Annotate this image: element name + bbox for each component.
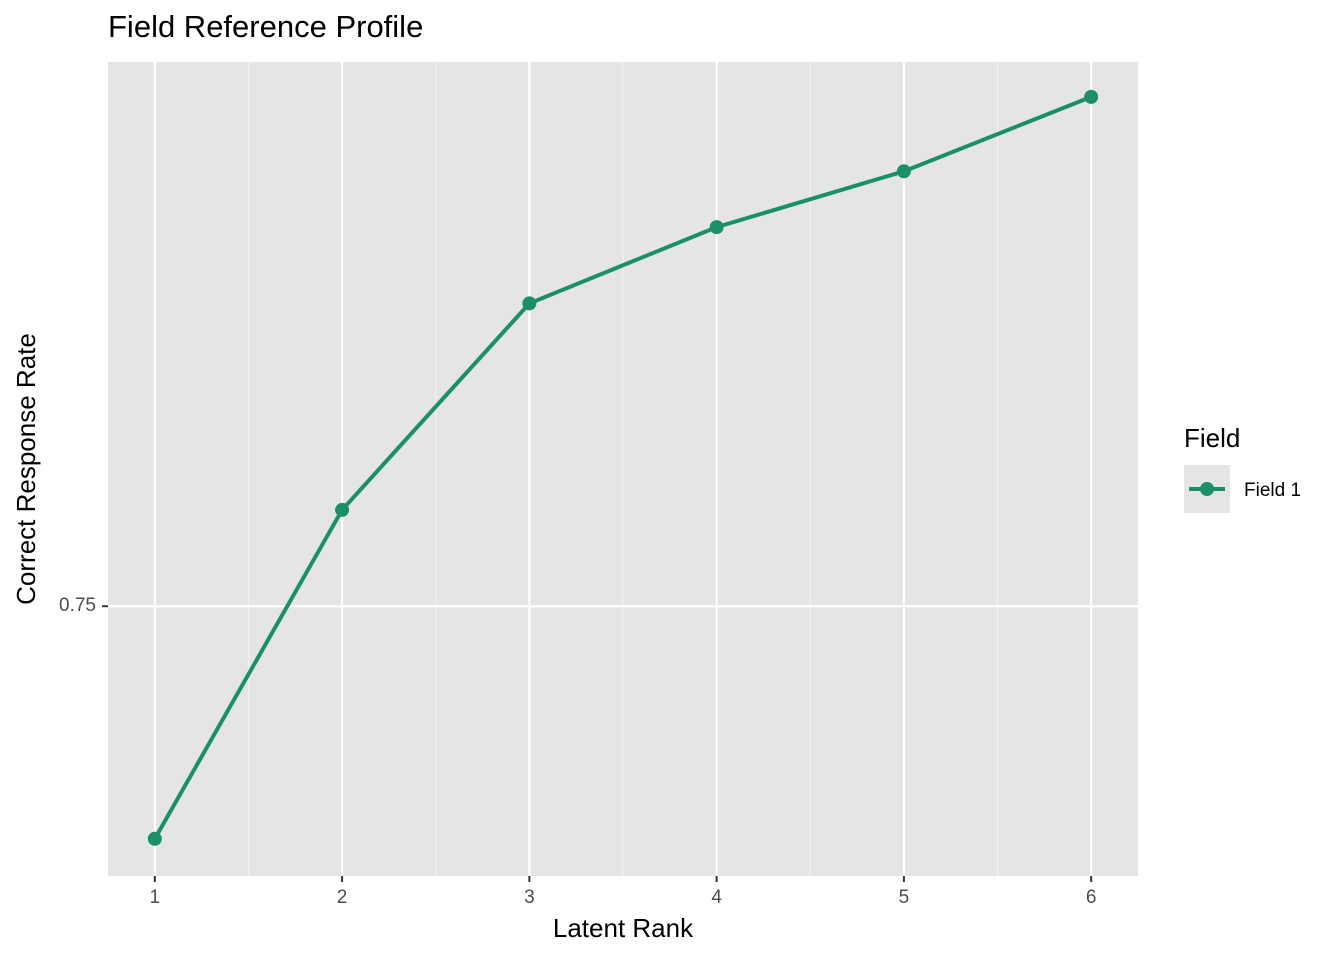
data-point — [896, 164, 911, 179]
x-axis-title: Latent Rank — [553, 913, 694, 943]
y-tick-label: 0.75 — [59, 595, 96, 616]
legend-point — [1200, 482, 1214, 496]
data-line — [153, 95, 1092, 840]
y-axis-title: Correct Response Rate — [11, 333, 41, 605]
x-tick-label: 5 — [899, 887, 910, 908]
x-tick-label: 2 — [337, 887, 348, 908]
data-point — [147, 831, 162, 846]
x-tick-label: 3 — [524, 887, 535, 908]
legend-label: Field 1 — [1244, 480, 1301, 501]
x-tick-label: 6 — [1086, 887, 1097, 908]
x-tick-label: 4 — [711, 887, 722, 908]
chart-title: Field Reference Profile — [108, 9, 423, 44]
legend-title: Field — [1184, 423, 1240, 453]
data-point — [709, 220, 724, 235]
data-point — [1084, 89, 1099, 104]
data-point — [335, 502, 350, 517]
x-tick-label: 1 — [150, 887, 161, 908]
data-point — [522, 296, 537, 311]
